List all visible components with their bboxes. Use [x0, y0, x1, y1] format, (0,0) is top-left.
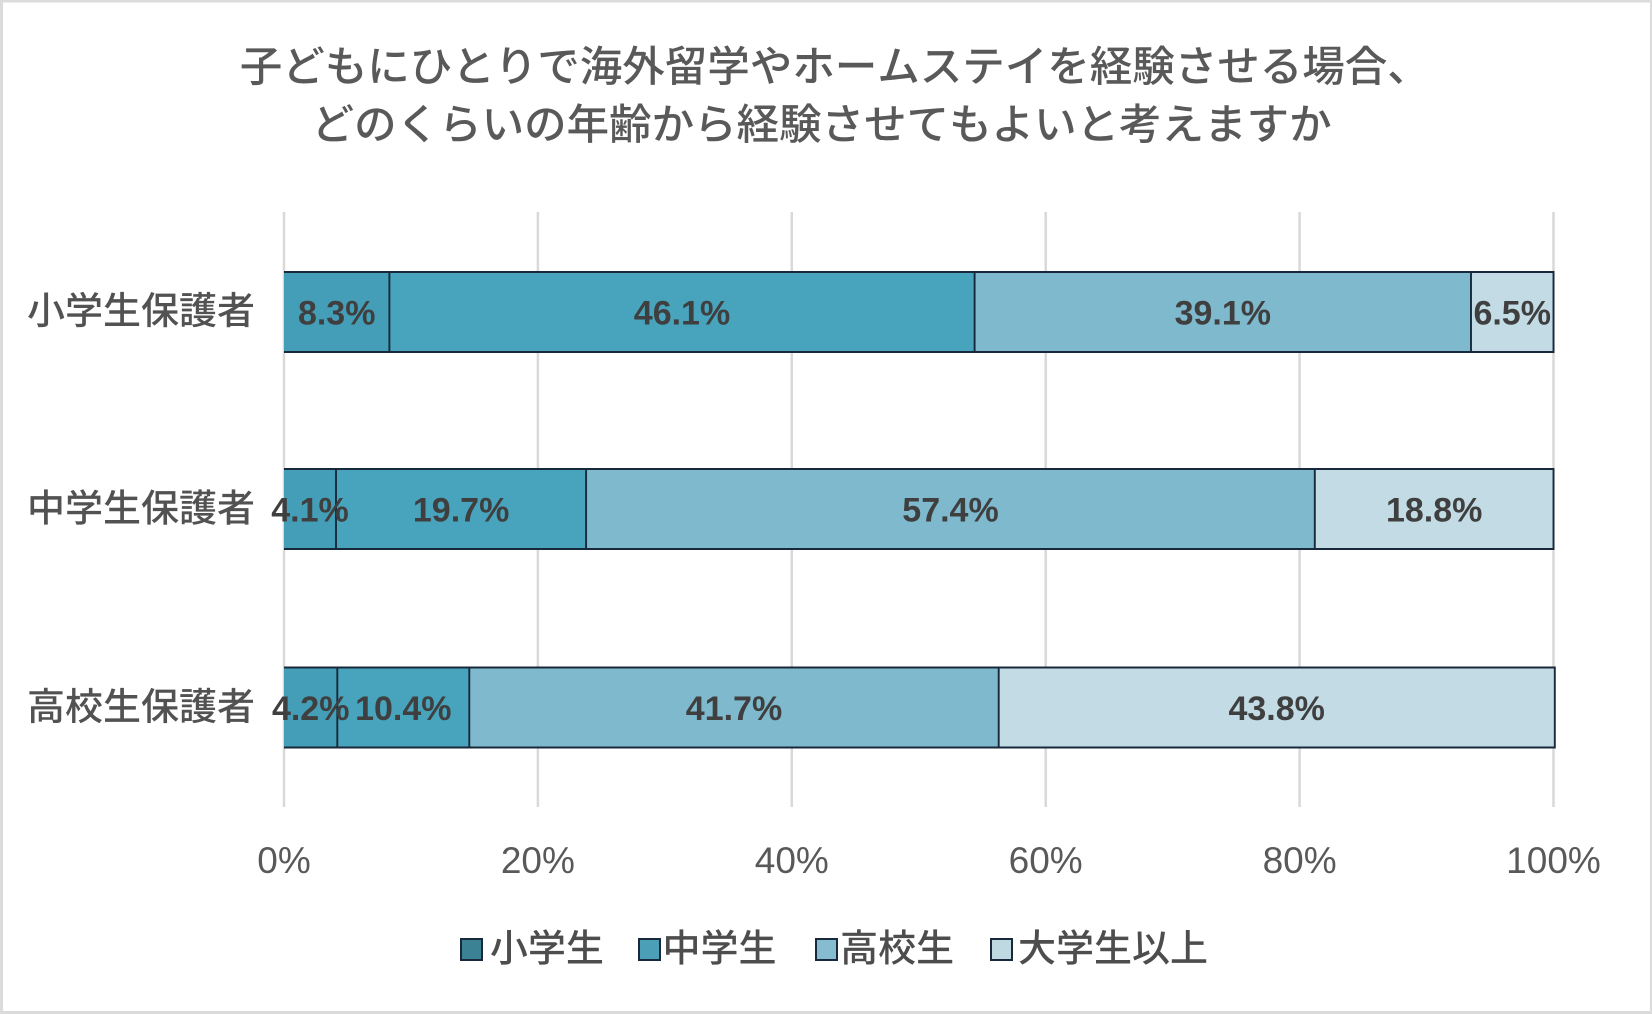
svg-text:18.8%: 18.8% [1386, 492, 1482, 530]
svg-text:40%: 40% [755, 840, 829, 881]
svg-text:6.5%: 6.5% [1473, 295, 1551, 333]
svg-text:43.8%: 43.8% [1228, 690, 1324, 728]
svg-text:100%: 100% [1506, 840, 1601, 881]
svg-text:46.1%: 46.1% [634, 295, 730, 333]
svg-text:19.7%: 19.7% [413, 492, 509, 530]
svg-text:10.4%: 10.4% [355, 690, 451, 728]
svg-text:57.4%: 57.4% [902, 492, 998, 530]
svg-text:8.3%: 8.3% [298, 295, 376, 333]
svg-text:80%: 80% [1263, 840, 1337, 881]
svg-text:0%: 0% [257, 840, 310, 881]
svg-text:20%: 20% [501, 840, 575, 881]
svg-text:60%: 60% [1009, 840, 1083, 881]
svg-text:4.2%: 4.2% [272, 690, 350, 728]
svg-text:4.1%: 4.1% [271, 492, 349, 530]
svg-text:41.7%: 41.7% [686, 690, 782, 728]
svg-text:39.1%: 39.1% [1175, 295, 1271, 333]
